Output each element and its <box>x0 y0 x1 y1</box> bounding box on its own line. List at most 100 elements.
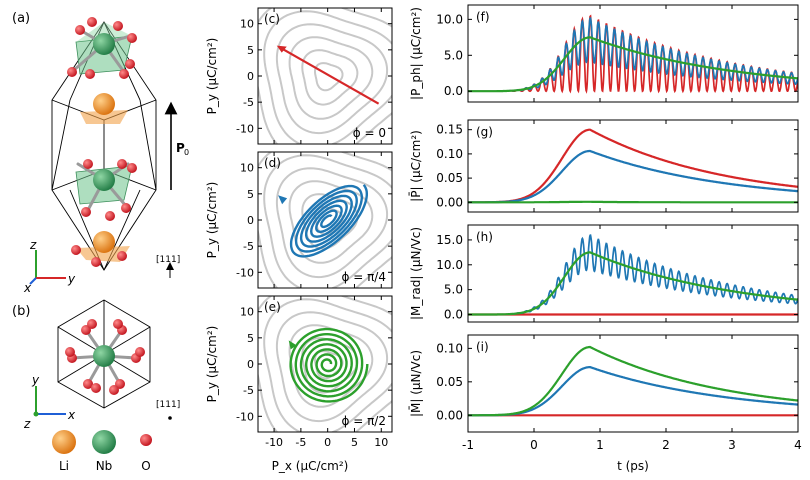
time-panel-0: 0.0 5.0 10.0 (f) |P_ph| (μC/cm²) <box>409 4 799 103</box>
axis-z: z <box>29 238 37 252</box>
x-tick-label: 1 <box>596 438 604 452</box>
axes-triad-a: z y x <box>23 238 76 295</box>
axes-triad-b: y x z <box>23 373 76 431</box>
energy-contour <box>258 8 392 144</box>
phase-ylabel: P_y (μC/cm²) <box>205 182 219 259</box>
panel-label: (g) <box>476 125 493 139</box>
series-ϕ = π/4 <box>468 149 798 204</box>
panel-label: (e) <box>264 300 281 314</box>
x-tick-label: 10 <box>374 436 388 449</box>
x-tick-label: 0 <box>530 438 538 452</box>
legend-nb-label: Nb <box>96 459 113 473</box>
energy-contour <box>314 62 344 92</box>
energy-contour <box>275 311 389 423</box>
o-atoms <box>67 17 137 267</box>
panel-label: (c) <box>264 12 280 26</box>
legend-nb-swatch <box>92 430 116 454</box>
y-tick-label: 10.0 <box>436 12 463 26</box>
y-tick-label: -5 <box>243 240 254 253</box>
energy-contour <box>275 23 389 135</box>
energy-contour <box>258 152 392 288</box>
energy-contour <box>263 154 392 288</box>
time-frame <box>467 224 799 323</box>
x-tick-label: -10 <box>265 436 283 449</box>
pol-label: P <box>176 141 185 155</box>
phase-panel-2: 10 5 0 -5 -10 -10 -5 0 5 10 (e) ϕ = π/2 P_y (μC/cm²) <box>205 295 393 449</box>
phase-panel-0: 10 5 0 -5 -10 (c) ϕ = 0 P_y (μC/cm²) <box>205 7 393 145</box>
time-ylabel: |P̄| (μC/cm²) <box>409 130 423 202</box>
axis-y: y <box>67 272 76 286</box>
x-tick-label: 3 <box>728 438 736 452</box>
li-site-bottom <box>76 246 130 262</box>
legend-o-label: O <box>141 459 150 473</box>
nb-atom <box>93 33 115 55</box>
trajectory-arrowhead <box>278 195 288 205</box>
time-panel-1: 0.00 0.05 0.10 0.15 (g) |P̄| (μC/cm²) <box>409 119 799 213</box>
y-tick-label: 10.0 <box>436 258 463 272</box>
phase-panel-1: 10 5 0 -5 -10 (d) ϕ = π/4 P_y (μC/cm²) <box>205 151 393 289</box>
time-ylabel: |M_rad| (μN/Vc) <box>409 227 423 320</box>
series-ϕ = π/2 <box>468 251 798 316</box>
y-tick-label: 5 <box>247 188 254 201</box>
panel-label: (i) <box>476 340 489 354</box>
y-tick-label: 10 <box>240 18 254 31</box>
x-tick-label: 4 <box>794 438 802 452</box>
axis-x: x <box>67 408 76 422</box>
energy-contour <box>288 180 374 264</box>
y-tick-label: 10 <box>240 306 254 319</box>
x-tick-label: 2 <box>662 438 670 452</box>
li-site-middle <box>80 110 128 124</box>
series-ϕ = π/2 <box>468 36 798 93</box>
trajectory-arrowhead <box>288 340 297 350</box>
atom-legend: Li Nb O <box>52 430 152 473</box>
y-tick-label: -5 <box>243 96 254 109</box>
y-tick-label: -10 <box>236 410 254 423</box>
crystal-structure-b: (b) y x z [111] <box>12 299 180 473</box>
axis-x: x <box>23 281 32 295</box>
label-b: (b) <box>12 304 30 319</box>
x-tick-label: 0 <box>324 436 331 449</box>
y-tick-label: 0 <box>247 70 254 83</box>
y-tick-label: 5 <box>247 44 254 57</box>
time-xlabel: t (ps) <box>617 459 649 473</box>
y-tick-label: 0.05 <box>436 375 463 389</box>
li-atom <box>93 231 115 253</box>
series-ϕ = 0 <box>468 128 798 204</box>
panel-label: (f) <box>476 10 490 24</box>
y-tick-label: 0 <box>247 214 254 227</box>
axis-y: y <box>31 373 40 387</box>
series-ϕ = π/2 <box>468 200 798 204</box>
phi-label: ϕ = π/4 <box>341 270 386 284</box>
x-tick-label: -5 <box>295 436 306 449</box>
phi-label: ϕ = 0 <box>353 126 386 140</box>
dir-111b: [111] <box>156 400 180 410</box>
nb-atom <box>93 345 115 367</box>
time-ylabel: |M̄| (μN/Vc) <box>409 350 423 417</box>
energy-contour <box>263 298 392 432</box>
series-ϕ = π/4 <box>468 234 798 316</box>
time-panel-2: 0.0 5.0 10.0 15.0 (h) |M_rad| (μN/Vc) <box>409 224 799 323</box>
pol-sub: 0 <box>184 148 189 157</box>
time-ylabel: |P_ph| (μC/cm²) <box>409 7 423 100</box>
time-frame <box>467 4 799 103</box>
panel-label: (h) <box>476 230 493 244</box>
series-ϕ = π/2 <box>468 345 798 417</box>
trajectory <box>289 184 368 258</box>
y-tick-label: -10 <box>236 122 254 135</box>
y-tick-label: 0.10 <box>436 147 463 161</box>
y-tick-label: 0.05 <box>436 171 463 185</box>
time-trace-panels: 0.05.010.0 (f)|P_ph| (μC/cm²)0.000.050.10… <box>409 4 802 452</box>
nb-atom <box>93 169 115 191</box>
axis-z: z <box>23 417 31 431</box>
time-frame <box>467 334 799 433</box>
y-tick-label: -5 <box>243 384 254 397</box>
energy-contour <box>258 296 392 432</box>
legend-li-label: Li <box>59 459 69 473</box>
panel-label: (d) <box>264 156 281 170</box>
y-tick-label: 15.0 <box>436 233 463 247</box>
y-tick-label: 0.00 <box>436 195 463 209</box>
x-tick-label: -1 <box>462 438 474 452</box>
phase-ylabel: P_y (μC/cm²) <box>205 326 219 403</box>
phase-space-panels: 10 5 0 -5 -10 (c) ϕ = 0 P_y (μC/cm²) 10 5 0 -5 -10 (d… <box>205 7 393 449</box>
